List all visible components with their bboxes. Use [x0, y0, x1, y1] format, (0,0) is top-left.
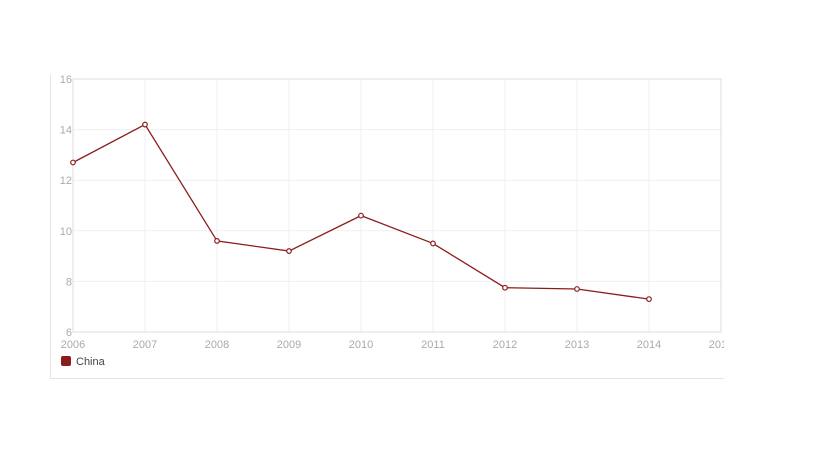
data-point [214, 238, 220, 244]
y-tick-label: 14 [60, 125, 72, 137]
x-tick-label: 2008 [205, 339, 229, 351]
x-tick-label: 2010 [349, 339, 373, 351]
data-point [142, 121, 148, 128]
data-point [430, 240, 436, 247]
y-tick-label: 12 [60, 175, 72, 187]
y-tick-label: 6 [66, 327, 72, 339]
data-point [286, 248, 292, 254]
data-point [646, 296, 652, 303]
x-tick-label: 2009 [277, 339, 301, 351]
data-point [358, 212, 364, 219]
x-tick-label: 2006 [61, 339, 85, 351]
x-tick-label: 2014 [637, 339, 661, 351]
legend-swatch [61, 356, 71, 366]
plot: 6 8 10 12 14 16 2006 2007 2008 2009 2010 2011 2012 20… [60, 74, 733, 368]
y-tick-label: 8 [66, 276, 72, 288]
x-tick-label: 2015 [709, 339, 733, 351]
data-point [574, 286, 580, 292]
x-tick-label: 2012 [493, 339, 517, 351]
y-tick-label: 10 [60, 226, 72, 238]
plot-border [72, 78, 722, 333]
data-point [502, 284, 508, 291]
legend-label: China [76, 356, 106, 368]
y-tick-label: 16 [60, 74, 72, 86]
x-tick-label: 2007 [133, 339, 157, 351]
data-point [70, 159, 76, 166]
x-tick-label: 2013 [565, 339, 589, 351]
x-tick-label: 2011 [421, 339, 445, 351]
